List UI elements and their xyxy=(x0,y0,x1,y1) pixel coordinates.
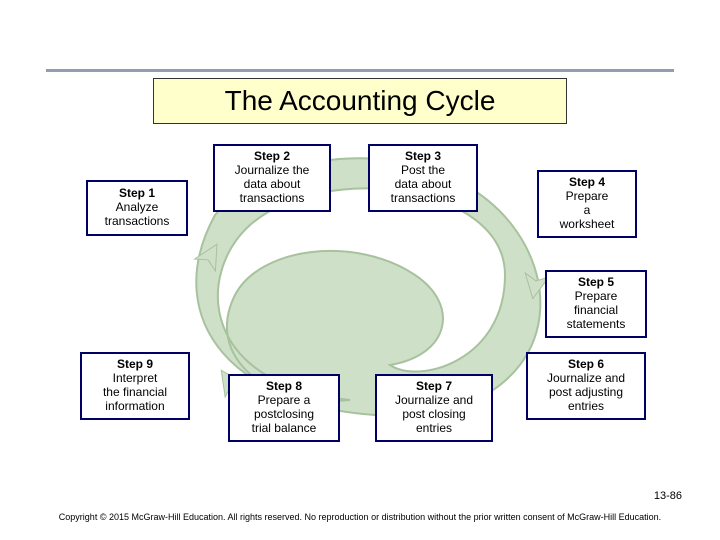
step-9-box: Step 9Interpret the financial informatio… xyxy=(80,352,190,420)
step-3-number: Step 3 xyxy=(405,150,441,164)
step-8-text: Prepare a postclosing trial balance xyxy=(252,394,317,435)
step-4-box: Step 4Prepare a worksheet xyxy=(537,170,637,238)
step-6-box: Step 6Journalize and post adjusting entr… xyxy=(526,352,646,420)
step-8-number: Step 8 xyxy=(266,380,302,394)
step-7-text: Journalize and post closing entries xyxy=(395,394,473,435)
step-7-number: Step 7 xyxy=(416,380,452,394)
step-2-box: Step 2Journalize the data about transact… xyxy=(213,144,331,212)
step-4-text: Prepare a worksheet xyxy=(560,190,615,231)
step-2-number: Step 2 xyxy=(254,150,290,164)
step-3-box: Step 3Post the data about transactions xyxy=(368,144,478,212)
step-6-text: Journalize and post adjusting entries xyxy=(547,372,625,413)
step-3-text: Post the data about transactions xyxy=(391,164,456,205)
step-7-box: Step 7Journalize and post closing entrie… xyxy=(375,374,493,442)
step-4-number: Step 4 xyxy=(569,176,605,190)
step-1-number: Step 1 xyxy=(119,187,155,201)
step-9-number: Step 9 xyxy=(117,358,153,372)
header-rule xyxy=(46,69,674,72)
step-2-text: Journalize the data about transactions xyxy=(235,164,310,205)
step-1-box: Step 1Analyze transactions xyxy=(86,180,188,236)
step-1-text: Analyze transactions xyxy=(105,201,170,229)
page-title: The Accounting Cycle xyxy=(153,78,567,124)
step-5-box: Step 5Prepare financial statements xyxy=(545,270,647,338)
step-9-text: Interpret the financial information xyxy=(103,372,167,413)
step-6-number: Step 6 xyxy=(568,358,604,372)
step-5-number: Step 5 xyxy=(578,276,614,290)
step-8-box: Step 8Prepare a postclosing trial balanc… xyxy=(228,374,340,442)
page-number: 13-86 xyxy=(654,490,682,502)
copyright-text: Copyright © 2015 McGraw-Hill Education. … xyxy=(0,512,720,522)
step-5-text: Prepare financial statements xyxy=(567,290,626,331)
